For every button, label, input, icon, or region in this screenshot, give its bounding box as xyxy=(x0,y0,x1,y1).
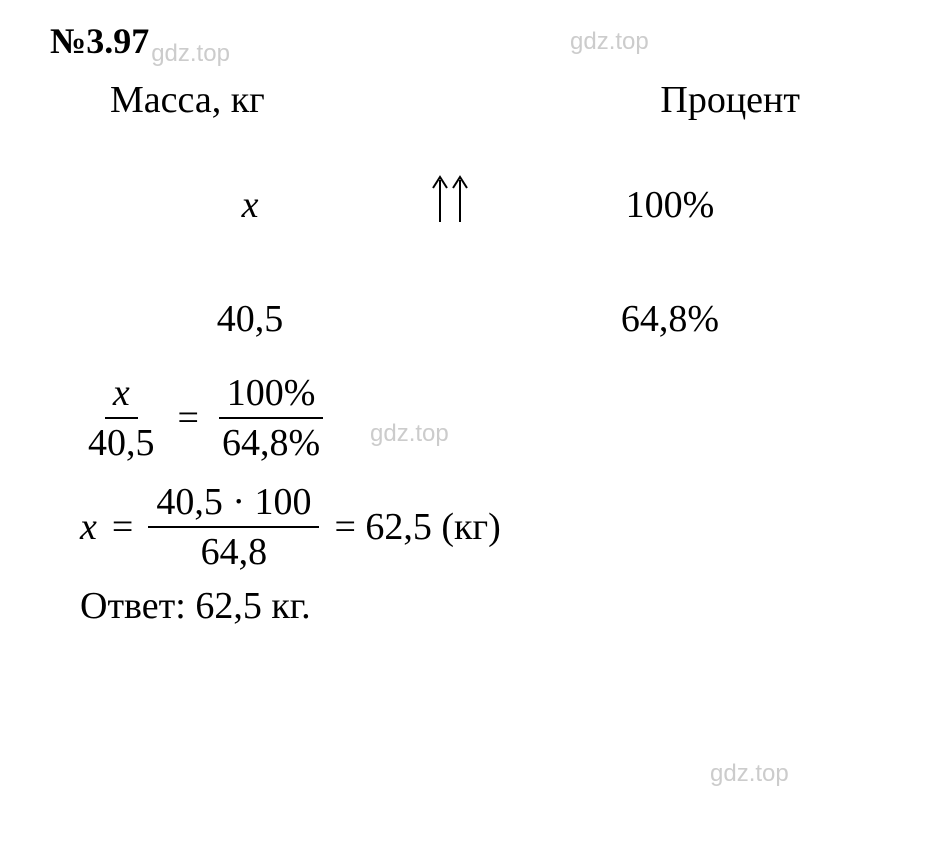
up-arrow-icon xyxy=(425,172,475,227)
eq2-fraction: 40,5 · 100 64,8 xyxy=(148,480,319,574)
answer-value: 62,5 кг. xyxy=(195,585,310,627)
arrows-cell xyxy=(370,172,530,237)
fraction-right: 100% 64,8% xyxy=(214,371,328,465)
equation-2: x = 40,5 · 100 64,8 = 62,5 (кг) xyxy=(80,480,902,574)
watermark-2: gdz.top xyxy=(570,28,649,56)
watermark-1: gdz.top xyxy=(151,40,230,67)
row2-mass: 40,5 xyxy=(130,297,370,341)
row1-mass: x xyxy=(130,183,370,227)
eq2-result: = 62,5 (кг) xyxy=(334,505,500,549)
watermark-4: gdz.top xyxy=(710,760,789,788)
eq2-frac-top: 40,5 · 100 xyxy=(148,480,319,528)
header-percent: Процент xyxy=(660,78,800,122)
eq2-variable: x xyxy=(80,505,97,549)
answer-row: Ответ: 62,5 кг. xyxy=(80,584,902,628)
equation-1: x 40,5 = 100% 64,8% xyxy=(80,371,902,465)
eq2-frac-bottom: 64,8 xyxy=(193,528,276,574)
answer-label: Ответ: xyxy=(80,585,195,627)
eq1-left-bottom: 40,5 xyxy=(80,419,163,465)
watermark-3: gdz.top xyxy=(370,420,449,448)
eq2-equals: = xyxy=(112,505,133,549)
header-mass: Масса, кг xyxy=(110,78,265,122)
eq1-right-top: 100% xyxy=(219,371,324,419)
number-value: 3.97 xyxy=(86,21,149,61)
row1-percent: 100% xyxy=(530,183,810,227)
table-header-row: Масса, кг Процент xyxy=(50,78,900,122)
data-row-1: x 100% xyxy=(50,172,900,237)
eq1-equals: = xyxy=(178,396,199,440)
number-prefix: № xyxy=(50,21,86,61)
problem-number: №3.97gdz.top xyxy=(50,20,902,68)
eq1-right-bottom: 64,8% xyxy=(214,419,328,465)
data-row-2: 40,5 64,8% xyxy=(50,297,900,341)
row2-percent: 64,8% xyxy=(530,297,810,341)
eq1-left-top: x xyxy=(105,371,138,419)
fraction-left: x 40,5 xyxy=(80,371,163,465)
